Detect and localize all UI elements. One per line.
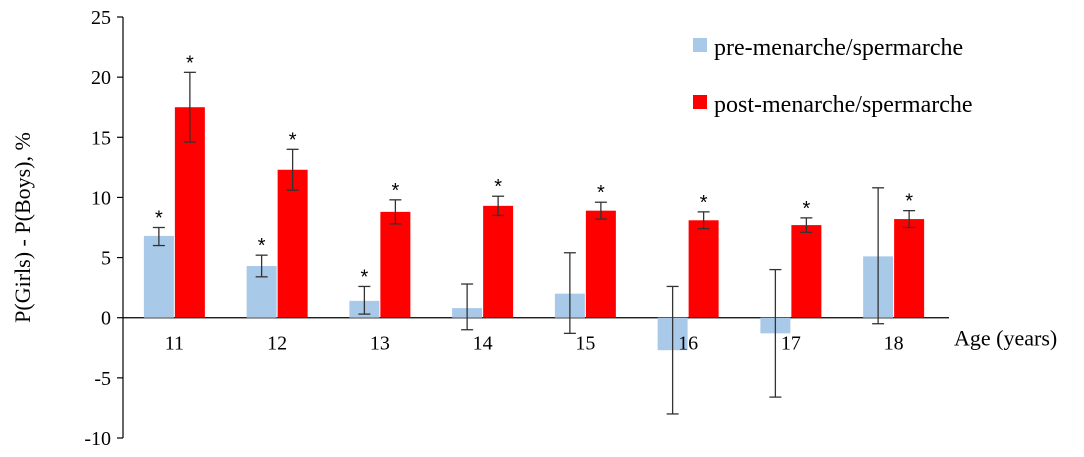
bar-post-12 (277, 169, 308, 318)
bar-post-13 (380, 211, 411, 318)
tick-labels: -10 -5 0 5 10 15 20 25 11 12 13 14 15 16 17 18 (84, 7, 903, 450)
significance-star: * (186, 52, 194, 74)
significance-star: * (289, 129, 297, 151)
bar-pre-11 (143, 235, 174, 318)
x-tick-label: 17 (781, 333, 801, 355)
significance-star: * (802, 198, 810, 220)
y-tick-label: 15 (91, 127, 111, 149)
significance-star: * (258, 235, 266, 257)
x-tick-label: 16 (678, 333, 698, 355)
x-tick-label: 12 (267, 333, 287, 355)
x-tick-label: 13 (370, 333, 390, 355)
significance-star: * (155, 208, 163, 230)
y-tick-label: -5 (94, 368, 111, 390)
significance-star: * (494, 176, 502, 198)
significance-star: * (391, 180, 399, 202)
y-tick-label: 10 (91, 187, 111, 209)
legend-swatch-pre (693, 38, 707, 52)
legend-label-post: post-menarche/spermarche (714, 92, 973, 118)
significance-star: * (905, 191, 913, 213)
bar-post-14 (483, 205, 514, 318)
x-tick-label: 18 (884, 333, 904, 355)
y-tick-label: 5 (101, 248, 111, 270)
significance-star: * (360, 266, 368, 288)
legend-label-pre: pre-menarche/spermarche (714, 35, 963, 61)
significance-markers: * * * * * * * * * * * (155, 52, 913, 288)
x-tick-label: 14 (473, 333, 493, 355)
error-bars (152, 71, 916, 415)
bar-post-17 (791, 225, 822, 318)
bar-post-16 (688, 220, 719, 318)
bars (143, 107, 925, 351)
x-tick-label: 15 (575, 333, 595, 355)
bar-post-15 (585, 210, 616, 318)
significance-star: * (700, 192, 708, 214)
y-tick-label: 25 (91, 7, 111, 29)
y-tick-label: -10 (84, 428, 111, 450)
y-tick-label: 0 (101, 308, 111, 330)
bar-post-18 (894, 219, 925, 318)
axes (117, 16, 949, 439)
legend: pre-menarche/spermarche post-menarche/sp… (693, 35, 973, 118)
significance-star: * (597, 182, 605, 204)
legend-swatch-post (693, 95, 707, 109)
y-axis-label: P(Girls) - P(Boys), % (10, 132, 35, 323)
x-tick-label: 11 (165, 333, 184, 355)
y-tick-label: 20 (91, 67, 111, 89)
x-axis-label: Age (years) (954, 326, 1057, 351)
